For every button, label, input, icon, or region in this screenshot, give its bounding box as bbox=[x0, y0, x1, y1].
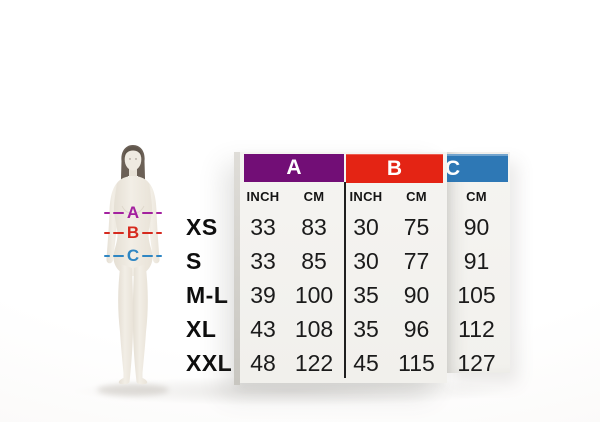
measurement-marker-b: B bbox=[99, 224, 167, 242]
marker-dash bbox=[156, 254, 163, 258]
leg-right bbox=[132, 264, 148, 385]
table-cell: 39 bbox=[250, 281, 276, 308]
marker-dash bbox=[103, 211, 110, 215]
size-label-s: S bbox=[186, 248, 202, 274]
marker-dash bbox=[142, 254, 154, 258]
measurement-marker-c: C bbox=[99, 247, 167, 265]
size-label-xl: XL bbox=[186, 316, 217, 342]
marker-dash bbox=[112, 211, 124, 215]
marker-dash bbox=[112, 254, 124, 258]
marker-dash bbox=[142, 211, 154, 215]
marker-dash bbox=[112, 231, 124, 235]
table-cell: 43 bbox=[250, 315, 276, 342]
table-cell: 30 bbox=[353, 247, 379, 274]
marker-label-a: A bbox=[126, 203, 140, 222]
table-row-ml: 39 100 35 90 bbox=[240, 278, 443, 312]
panel-column-c: C CM 90 91 105 112 127 bbox=[443, 152, 510, 376]
table-cell: 45 bbox=[353, 349, 379, 376]
table-cell: 33 bbox=[250, 247, 276, 274]
table-cell: 90 bbox=[403, 281, 430, 308]
table-cell: 127 bbox=[457, 349, 496, 376]
table-cell: 35 bbox=[353, 281, 379, 308]
table-cell: 105 bbox=[457, 281, 496, 308]
marker-label-c: C bbox=[126, 246, 140, 265]
size-label-xxl: XXL bbox=[186, 350, 233, 376]
marker-dash bbox=[103, 254, 110, 258]
table-cell: 91 bbox=[463, 247, 490, 274]
size-label-xs: XS bbox=[186, 214, 218, 240]
unit-header-b-inch: INCH bbox=[349, 188, 383, 204]
column-header-c-label: C bbox=[445, 157, 461, 180]
panel-columns-a-b: A B INCH CM INCH CM 33 83 30 75 33 85 30… bbox=[240, 152, 447, 383]
table-cell: 75 bbox=[403, 213, 430, 240]
leg-left bbox=[118, 264, 134, 385]
size-label-ml: M-L bbox=[186, 282, 229, 308]
table-cell: 30 bbox=[353, 213, 379, 240]
unit-header-a-cm: CM bbox=[303, 188, 325, 204]
column-divider-line bbox=[344, 182, 346, 378]
table-row-xxl: 48 122 45 115 bbox=[240, 346, 443, 380]
table-cell: 85 bbox=[301, 247, 327, 274]
figure-shadow bbox=[97, 384, 169, 396]
hair-top bbox=[123, 146, 143, 158]
head bbox=[124, 148, 142, 171]
column-header-b-label: B bbox=[386, 157, 403, 180]
table-cell: 33 bbox=[250, 213, 276, 240]
bust-shading bbox=[121, 205, 145, 215]
measurement-marker-a: A bbox=[99, 204, 167, 222]
marker-dash bbox=[142, 231, 154, 235]
unit-header-row: INCH CM INCH CM bbox=[240, 185, 443, 207]
mannequin-figure bbox=[97, 145, 169, 396]
table-cell: 83 bbox=[301, 213, 327, 240]
column-header-b: B bbox=[346, 154, 443, 183]
column-header-a: A bbox=[244, 154, 344, 182]
table-row-xs: 33 83 30 75 bbox=[240, 210, 443, 244]
table-cell: 35 bbox=[353, 315, 379, 342]
eye-left bbox=[129, 158, 131, 160]
marker-dash bbox=[103, 231, 110, 235]
torso bbox=[113, 176, 153, 276]
eye-right bbox=[135, 158, 137, 160]
table-cell: 96 bbox=[403, 315, 430, 342]
marker-dash bbox=[156, 231, 163, 235]
marker-dash bbox=[156, 211, 163, 215]
table-cell: 48 bbox=[250, 349, 276, 376]
table-cell: 115 bbox=[398, 349, 435, 376]
table-row-xl: 43 108 35 96 bbox=[240, 312, 443, 346]
table-cell: 100 bbox=[294, 281, 334, 308]
unit-header-a-inch: INCH bbox=[246, 188, 280, 204]
unit-header-c-cm: CM bbox=[466, 188, 487, 204]
table-cell: 122 bbox=[294, 349, 334, 376]
table-cell: 112 bbox=[458, 315, 495, 342]
marker-label-b: B bbox=[126, 223, 140, 242]
table-cell: 108 bbox=[294, 315, 334, 342]
column-header-a-label: A bbox=[286, 156, 302, 179]
table-row-s: 33 85 30 77 bbox=[240, 244, 443, 278]
unit-header-b-cm: CM bbox=[406, 188, 427, 204]
table-cell: 90 bbox=[463, 213, 490, 240]
column-header-c: C bbox=[443, 154, 508, 182]
table-cell: 77 bbox=[403, 247, 430, 274]
